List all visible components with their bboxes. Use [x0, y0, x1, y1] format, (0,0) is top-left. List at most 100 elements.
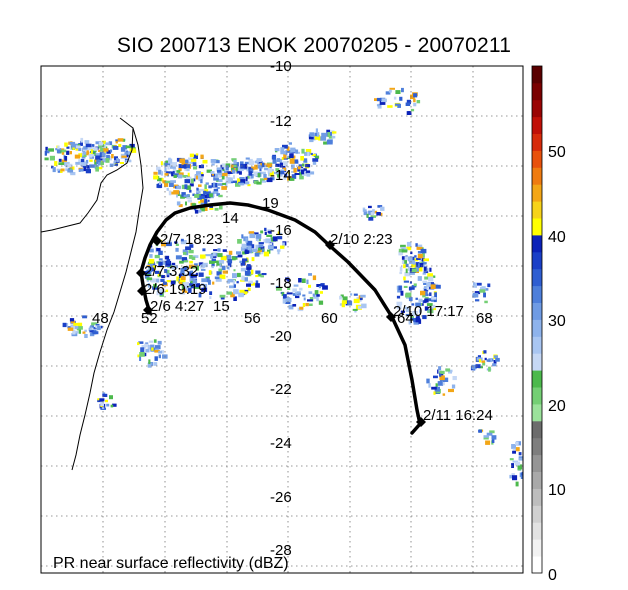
- reflectivity-cell: [312, 162, 317, 165]
- reflectivity-cell: [148, 340, 154, 343]
- reflectivity-cell: [48, 148, 54, 152]
- reflectivity-cell: [249, 271, 253, 275]
- reflectivity-cell: [515, 447, 520, 452]
- reflectivity-cell: [233, 284, 236, 288]
- reflectivity-cell: [376, 104, 381, 107]
- reflectivity-cell: [423, 266, 427, 271]
- reflectivity-cell: [83, 167, 87, 172]
- cyclone-track: [139, 201, 422, 435]
- reflectivity-cell: [77, 322, 83, 327]
- reflectivity-cell: [179, 260, 184, 264]
- reflectivity-cell: [210, 254, 214, 259]
- reflectivity-cell: [183, 260, 189, 263]
- reflectivity-cell: [190, 282, 194, 286]
- reflectivity-cell: [177, 174, 183, 179]
- reflectivity-cell: [172, 171, 175, 174]
- reflectivity-cell: [352, 308, 358, 311]
- reflectivity-cell: [219, 264, 222, 268]
- reflectivity-cell: [377, 205, 383, 208]
- reflectivity-cell: [305, 149, 312, 154]
- reflectivity-cell: [105, 399, 108, 403]
- reflectivity-cell: [248, 160, 255, 166]
- reflectivity-cell: [167, 273, 172, 276]
- colorbar-swatch: [532, 218, 542, 236]
- reflectivity-cell: [225, 182, 228, 187]
- reflectivity-cell: [431, 296, 437, 300]
- reflectivity-cell: [423, 258, 429, 262]
- reflectivity-cell: [78, 169, 81, 172]
- reflectivity-cell: [204, 199, 208, 204]
- reflectivity-cell: [327, 132, 330, 137]
- reflectivity-cell: [515, 441, 519, 445]
- reflectivity-cell: [75, 161, 80, 165]
- reflectivity-cell: [265, 238, 272, 244]
- reflectivity-cell: [198, 188, 205, 192]
- reflectivity-cell: [158, 169, 162, 175]
- reflectivity-cell: [75, 148, 79, 151]
- reflectivity-cell: [95, 166, 99, 172]
- reflectivity-cell: [293, 284, 299, 287]
- reflectivity-cell: [221, 186, 227, 190]
- reflectivity-cell: [308, 291, 313, 294]
- reflectivity-cell: [237, 166, 244, 171]
- reflectivity-cell: [483, 292, 486, 298]
- reflectivity-cell: [179, 273, 182, 279]
- reflectivity-cell: [291, 164, 295, 170]
- reflectivity-cell: [103, 148, 109, 152]
- reflectivity-cell: [401, 249, 408, 253]
- reflectivity-cell: [398, 248, 405, 253]
- reflectivity-cell: [110, 149, 113, 153]
- track-label: 2/11 16:24: [423, 407, 493, 424]
- reflectivity-cell: [122, 145, 128, 150]
- reflectivity-cell: [218, 179, 223, 183]
- reflectivity-cell: [256, 181, 262, 185]
- reflectivity-cell: [237, 239, 242, 244]
- track-markers: [136, 236, 426, 427]
- reflectivity-cell: [227, 278, 234, 283]
- reflectivity-cell: [483, 288, 489, 291]
- reflectivity-cell: [299, 174, 304, 180]
- reflectivity-cell: [358, 305, 362, 309]
- reflectivity-cell: [129, 148, 136, 153]
- reflectivity-cell: [434, 386, 440, 392]
- reflectivity-cell: [404, 256, 409, 261]
- reflectivity-cell: [408, 266, 411, 271]
- reflectivity-cell: [239, 177, 245, 180]
- reflectivity-cell: [287, 170, 290, 174]
- reflectivity-cell: [160, 278, 165, 282]
- reflectivity-cell: [272, 236, 278, 242]
- reflectivity-cell: [283, 161, 288, 166]
- reflectivity-cell: [242, 291, 248, 294]
- reflectivity-cell: [185, 201, 187, 206]
- reflectivity-cell: [274, 171, 280, 175]
- reflectivity-cell: [74, 154, 81, 159]
- track-marker: [143, 305, 153, 315]
- reflectivity-cell: [418, 244, 423, 247]
- reflectivity-cell: [158, 350, 162, 354]
- reflectivity-cell: [262, 249, 265, 253]
- reflectivity-cell: [95, 323, 100, 327]
- reflectivity-cell: [267, 230, 272, 233]
- reflectivity-cell: [188, 255, 193, 259]
- reflectivity-cell: [137, 354, 140, 358]
- reflectivity-cell: [292, 304, 297, 307]
- reflectivity-cell: [113, 160, 116, 165]
- reflectivity-cell: [401, 260, 405, 264]
- reflectivity-cell: [284, 173, 288, 177]
- reflectivity-cell: [191, 274, 197, 278]
- reflectivity-cell: [158, 288, 165, 293]
- reflectivity-cell: [219, 274, 226, 280]
- reflectivity-cell: [411, 286, 415, 290]
- reflectivity-cell: [211, 263, 215, 267]
- reflectivity-cell: [200, 254, 206, 259]
- reflectivity-cell: [398, 285, 402, 291]
- reflectivity-cell: [388, 89, 392, 93]
- reflectivity-cell: [471, 364, 477, 370]
- reflectivity-cell: [298, 293, 301, 296]
- reflectivity-cell: [511, 463, 514, 468]
- reflectivity-cell: [192, 266, 199, 269]
- reflectivity-cell: [347, 301, 353, 306]
- reflectivity-cell: [79, 168, 84, 172]
- reflectivity-cell: [426, 303, 433, 306]
- reflectivity-cell: [171, 262, 176, 266]
